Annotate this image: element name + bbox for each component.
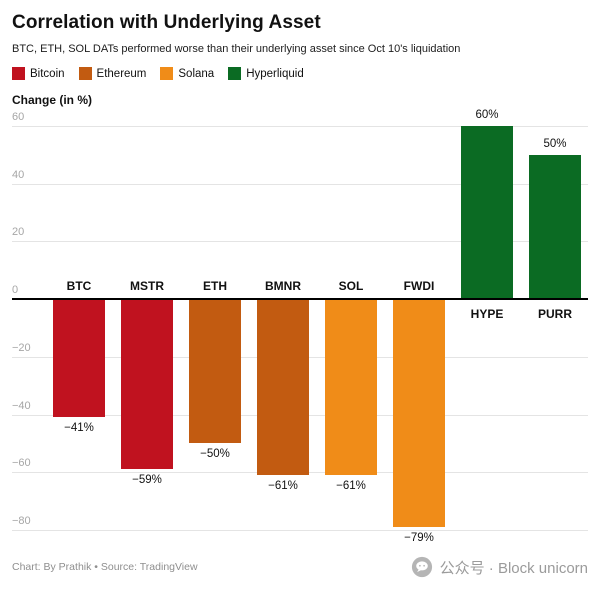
y-tick-label: −60 — [12, 457, 31, 470]
y-tick-label: 20 — [12, 226, 25, 239]
y-tick-label: 60 — [12, 111, 25, 123]
legend-label: Ethereum — [96, 67, 147, 80]
bar-eth — [189, 299, 241, 444]
legend-item-solana: Solana — [160, 67, 214, 80]
page-subtitle: BTC, ETH, SOL DATs performed worse than … — [12, 43, 461, 55]
bar-value-label: 50% — [543, 137, 567, 150]
footer: Chart: By Prathik • Source: TradingView … — [12, 556, 588, 578]
legend-label: Hyperliquid — [246, 67, 304, 80]
bar-hype — [461, 126, 513, 300]
y-tick-label: 0 — [12, 284, 19, 297]
zero-line — [12, 298, 588, 301]
bar-mstr — [121, 299, 173, 470]
bar-chart: 60 40 20 0 −20 −40 −60 −80 BTC −41% MSTR −59% ETH −50… — [12, 109, 588, 545]
legend-item-bitcoin: Bitcoin — [12, 67, 65, 80]
gridline — [12, 126, 588, 127]
bar-category-label: FWDI — [403, 279, 435, 294]
bar-value-label: −61% — [336, 480, 366, 493]
y-axis-label: Change (in %) — [12, 93, 92, 107]
y-tick-label: 40 — [12, 168, 25, 181]
bar-value-label: −79% — [404, 532, 434, 545]
bar-fwdi — [393, 299, 445, 528]
bar-value-label: −59% — [132, 474, 162, 487]
bar-value-label: −50% — [200, 448, 230, 461]
bar-category-label: MSTR — [130, 279, 164, 294]
legend-swatch — [78, 67, 92, 80]
bar-btc — [53, 299, 105, 418]
y-tick-label: −40 — [12, 399, 31, 412]
bar-value-label: −61% — [268, 480, 298, 493]
bar-category-label: BTC — [66, 279, 92, 294]
legend-label: Bitcoin — [30, 67, 65, 80]
watermark-text: 公众号 · Block unicorn — [439, 559, 588, 577]
legend-swatch — [228, 67, 242, 80]
gridline — [12, 530, 588, 531]
bar-purr — [529, 154, 581, 300]
wechat-icon — [411, 556, 432, 578]
legend-item-ethereum: Ethereum — [78, 67, 147, 80]
footer-credit: Chart: By Prathik • Source: TradingView — [12, 561, 198, 573]
page-title: Correlation with Underlying Asset — [12, 12, 321, 33]
y-tick-label: −80 — [12, 515, 31, 527]
bar-value-label: 60% — [475, 109, 499, 121]
bar-sol — [325, 299, 377, 476]
bar-category-label: ETH — [203, 279, 227, 294]
bar-category-label: PURR — [537, 307, 572, 322]
y-tick-label: −20 — [12, 341, 31, 354]
chart-header: Correlation with Underlying Asset BTC, E… — [0, 0, 600, 107]
watermark: 公众号 · Block unicorn — [411, 556, 588, 578]
bar-category-label: BMNR — [265, 279, 301, 294]
bar-value-label: −41% — [64, 422, 94, 435]
legend: Bitcoin Ethereum Solana Hyperliquid — [12, 67, 588, 80]
legend-label: Solana — [178, 67, 215, 80]
bar-category-label: SOL — [338, 279, 364, 294]
gridline — [12, 241, 588, 243]
bar-bmnr — [257, 299, 309, 476]
bar-category-label: HYPE — [470, 307, 504, 322]
legend-swatch — [160, 67, 174, 80]
legend-swatch — [12, 67, 25, 80]
gridline — [12, 183, 588, 185]
legend-item-hyperliquid: Hyperliquid — [228, 67, 304, 80]
